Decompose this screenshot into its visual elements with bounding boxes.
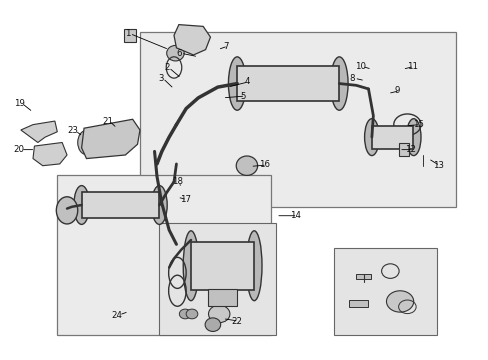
Ellipse shape xyxy=(56,197,78,224)
Ellipse shape xyxy=(183,28,203,50)
Ellipse shape xyxy=(78,130,95,155)
Bar xyxy=(371,126,413,149)
Text: 1: 1 xyxy=(125,29,130,38)
Text: 23: 23 xyxy=(68,126,79,135)
Polygon shape xyxy=(33,143,67,166)
Bar xyxy=(140,32,455,207)
Polygon shape xyxy=(174,24,210,55)
Ellipse shape xyxy=(166,45,184,61)
Text: 14: 14 xyxy=(289,211,301,220)
Text: 5: 5 xyxy=(240,91,246,100)
Text: 24: 24 xyxy=(111,311,122,320)
Text: 8: 8 xyxy=(349,74,354,83)
Text: 20: 20 xyxy=(13,145,24,154)
Polygon shape xyxy=(21,121,57,143)
Text: 19: 19 xyxy=(15,99,25,108)
Polygon shape xyxy=(348,300,368,307)
Text: 22: 22 xyxy=(231,316,242,325)
Bar xyxy=(124,28,136,42)
Text: 17: 17 xyxy=(179,195,190,204)
Text: 18: 18 xyxy=(172,177,183,186)
Bar xyxy=(398,143,408,156)
Ellipse shape xyxy=(179,309,191,319)
Text: 21: 21 xyxy=(102,117,113,126)
Ellipse shape xyxy=(228,57,245,110)
Ellipse shape xyxy=(236,156,257,175)
Bar xyxy=(237,66,339,102)
Bar xyxy=(57,175,271,336)
Ellipse shape xyxy=(186,309,198,319)
Ellipse shape xyxy=(364,119,378,156)
Ellipse shape xyxy=(208,305,229,323)
Text: 9: 9 xyxy=(394,86,400,95)
Bar xyxy=(159,223,276,336)
Ellipse shape xyxy=(330,57,347,110)
Ellipse shape xyxy=(386,291,413,312)
Bar xyxy=(191,242,254,290)
Text: 13: 13 xyxy=(431,161,443,170)
Text: 11: 11 xyxy=(406,62,417,71)
Text: 10: 10 xyxy=(354,62,365,71)
Ellipse shape xyxy=(183,231,199,301)
Polygon shape xyxy=(81,119,140,158)
Text: 3: 3 xyxy=(158,74,163,83)
Ellipse shape xyxy=(204,318,220,332)
Bar xyxy=(334,248,436,336)
Ellipse shape xyxy=(74,186,89,224)
Text: 2: 2 xyxy=(163,63,169,72)
Ellipse shape xyxy=(246,231,262,301)
Text: 6: 6 xyxy=(176,49,181,58)
Text: 15: 15 xyxy=(412,120,423,129)
Text: 7: 7 xyxy=(223,41,228,50)
Ellipse shape xyxy=(406,119,420,156)
Bar xyxy=(81,192,159,219)
Ellipse shape xyxy=(151,186,167,224)
Text: 12: 12 xyxy=(405,145,415,154)
Bar xyxy=(207,289,237,306)
Text: 16: 16 xyxy=(259,161,270,170)
Bar xyxy=(356,274,370,279)
Text: 4: 4 xyxy=(244,77,249,86)
